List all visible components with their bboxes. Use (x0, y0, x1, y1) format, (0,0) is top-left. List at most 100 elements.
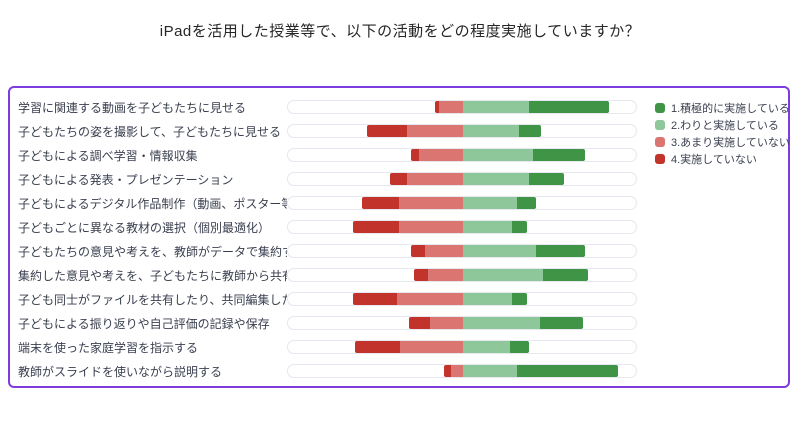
bar-track (287, 244, 637, 258)
bar-segment-3 (428, 269, 463, 281)
bar-track (287, 196, 637, 210)
stacked-bar (414, 269, 589, 281)
chart-row: 教師がスライドを使いながら説明する (10, 359, 788, 383)
chart-row: 子どもによる振り返りや自己評価の記録や保存 (10, 311, 788, 335)
bar-segment-4 (435, 101, 439, 113)
bar-segment-1 (529, 173, 564, 185)
bar-segment-4 (410, 149, 420, 161)
row-label: 子どもごとに異なる教材の選択（個別最適化） (18, 220, 271, 235)
stacked-bar (362, 197, 537, 209)
chart-row: 子どもたちの姿を撮影して、子どもたちに見せる (10, 119, 788, 143)
legend-item: 4.実施していない (655, 150, 790, 167)
row-label: 端末を使った家庭学習を指示する (18, 340, 199, 355)
bar-segment-2 (462, 101, 530, 113)
bar-segment-1 (509, 341, 530, 353)
stacked-bar (409, 317, 584, 329)
bar-segment-3 (400, 341, 463, 353)
bar-segment-3 (438, 101, 463, 113)
bar-segment-2 (462, 293, 512, 305)
stacked-bar (389, 173, 564, 185)
bar-segment-1 (516, 197, 537, 209)
bar-track (287, 100, 637, 114)
bar-segment-3 (450, 365, 463, 377)
bar-segment-3 (407, 125, 463, 137)
bar-segment-3 (398, 221, 463, 233)
row-label: 子ども同士がファイルを共有したり、共同編集したりする (18, 292, 287, 307)
bar-segment-1 (536, 245, 585, 257)
chart-row: 子どもによる調べ学習・情報収集 (10, 143, 788, 167)
bar-track (287, 220, 637, 234)
bar-segment-1 (518, 125, 542, 137)
legend-marker-red-light-icon (655, 136, 665, 147)
bar-track (287, 124, 637, 138)
bar-segment-2 (462, 317, 540, 329)
bar-segment-3 (396, 293, 463, 305)
stacked-bar (367, 125, 542, 137)
bar-track (287, 292, 637, 306)
stacked-bar (355, 341, 530, 353)
bar-segment-4 (353, 293, 397, 305)
legend-marker-red-dark-icon (655, 153, 665, 164)
bar-segment-2 (462, 125, 519, 137)
bar-segment-1 (511, 293, 528, 305)
bar-segment-2 (462, 269, 543, 281)
bar-segment-2 (462, 197, 517, 209)
stacked-bar (353, 293, 528, 305)
bar-segment-4 (362, 197, 399, 209)
row-label: 子どもによる発表・プレゼンテーション (18, 172, 234, 187)
legend-marker-green-light-icon (655, 119, 665, 130)
row-label: 集約した意見や考えを、子どもたちに教師から共有する (18, 268, 287, 283)
legend-item: 3.あまり実施していない (655, 133, 790, 150)
bar-segment-4 (443, 365, 451, 377)
bar-segment-1 (516, 365, 618, 377)
legend-label: 2.わりと実施している (671, 119, 779, 132)
row-label: 子どもによる調べ学習・情報収集 (18, 148, 198, 163)
bar-track (287, 364, 637, 378)
chart-row: 子ども同士がファイルを共有したり、共同編集したりする (10, 287, 788, 311)
bar-segment-1 (532, 149, 585, 161)
chart-row: 学習に関連する動画を子どもたちに見せる (10, 95, 788, 119)
bar-segment-2 (462, 221, 512, 233)
legend: 1.積極的に実施している 2.わりと実施している 3.あまり実施していない 4.… (655, 99, 790, 167)
bar-segment-1 (543, 269, 589, 281)
bar-track (287, 172, 637, 186)
legend-label: 1.積極的に実施している (671, 102, 790, 115)
bar-segment-2 (462, 245, 537, 257)
legend-label: 4.実施していない (671, 153, 757, 166)
bar-segment-4 (353, 221, 399, 233)
legend-label: 3.あまり実施していない (671, 136, 790, 149)
chart-title: iPadを活用した授業等で、以下の活動をどの程度実施していますか？ (159, 23, 641, 40)
bar-track (287, 340, 637, 354)
stacked-bar (353, 221, 528, 233)
stacked-bar (443, 365, 618, 377)
bar-segment-1 (539, 317, 584, 329)
chart-panel: 学習に関連する動画を子どもたちに見せる子どもたちの姿を撮影して、子どもたちに見せ… (8, 86, 790, 388)
row-label: 学習に関連する動画を子どもたちに見せる (18, 100, 247, 115)
chart-row: 端末を使った家庭学習を指示する (10, 335, 788, 359)
row-label: 子どもによるデジタル作品制作（動画、ポスター等） (18, 196, 287, 211)
stacked-bar (410, 245, 585, 257)
bar-segment-1 (511, 221, 528, 233)
chart-row: 子どもごとに異なる教材の選択（個別最適化） (10, 215, 788, 239)
bar-track (287, 316, 637, 330)
stacked-bar (435, 101, 610, 113)
row-label: 子どもたちの意見や考えを、教師がデータで集約する (18, 244, 287, 259)
bar-segment-4 (389, 173, 408, 185)
legend-item: 2.わりと実施している (655, 116, 790, 133)
chart-rows: 学習に関連する動画を子どもたちに見せる子どもたちの姿を撮影して、子どもたちに見せ… (10, 95, 788, 383)
bar-segment-3 (419, 149, 463, 161)
bar-track (287, 148, 637, 162)
legend-item: 1.積極的に実施している (655, 99, 790, 116)
bar-segment-4 (409, 317, 430, 329)
chart-row: 子どもによるデジタル作品制作（動画、ポスター等） (10, 191, 788, 215)
row-label: 子どもによる振り返りや自己評価の記録や保存 (18, 316, 270, 331)
bar-segment-4 (410, 245, 425, 257)
bar-segment-2 (462, 173, 530, 185)
bar-track (287, 268, 637, 282)
row-label: 子どもたちの姿を撮影して、子どもたちに見せる (18, 124, 282, 139)
bar-segment-2 (462, 365, 517, 377)
bar-segment-4 (355, 341, 401, 353)
bar-segment-2 (462, 341, 510, 353)
chart-row: 集約した意見や考えを、子どもたちに教師から共有する (10, 263, 788, 287)
